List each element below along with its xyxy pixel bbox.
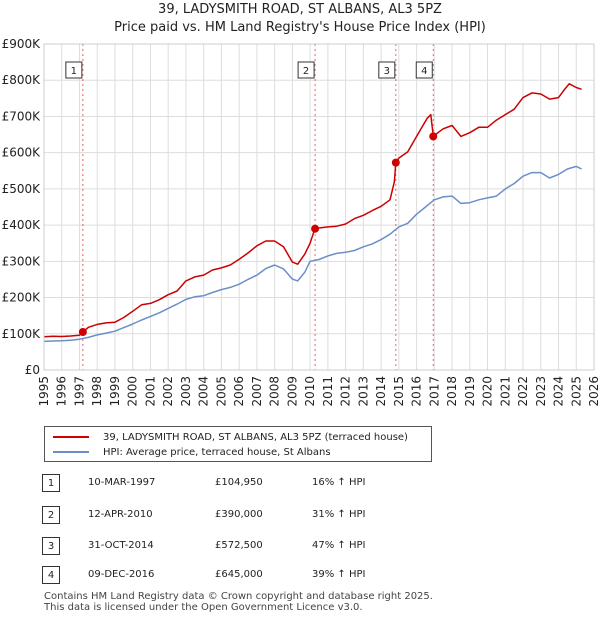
sale-price: £645,000 (215, 569, 263, 580)
x-tick-label: 2010 (303, 376, 317, 407)
y-tick-label: £700K (2, 109, 42, 123)
footer-line-licence: This data is licensed under the Open Gov… (44, 602, 363, 613)
plot-area-border (43, 43, 595, 371)
y-tick-label: £100K (2, 327, 42, 341)
x-tick-label: 1999 (108, 376, 122, 407)
legend-swatch-hpi (53, 451, 89, 453)
x-tick-label: 2026 (587, 376, 600, 407)
sale-price: £390,000 (215, 509, 263, 520)
y-tick-label: £300K (2, 254, 42, 268)
price-chart: 39, LADYSMITH ROAD, ST ALBANS, AL3 5PZ P… (2, 2, 600, 407)
x-tick-label: 2008 (268, 376, 282, 407)
y-tick-label: £900K (2, 37, 42, 51)
sale-hpi-change: 39% ↑ HPI (312, 569, 366, 580)
y-tick-label: £200K (2, 291, 42, 305)
x-tick-label: 2013 (356, 376, 370, 407)
sale-number-badge: 1 (42, 474, 60, 492)
x-tick-label: 2019 (463, 376, 477, 407)
x-tick-label: 2022 (516, 376, 530, 407)
x-tick-label: 2004 (197, 376, 211, 407)
sale-marker-label: 2 (303, 66, 309, 77)
chart-title: 39, LADYSMITH ROAD, ST ALBANS, AL3 5PZ (158, 2, 442, 17)
x-tick-label: 2016 (410, 376, 424, 407)
x-tick-label: 2018 (445, 376, 459, 407)
sale-point (429, 132, 438, 141)
sale-marker-box (378, 61, 396, 79)
sale-marker-label: 1 (71, 66, 77, 77)
x-tick-label: 2017 (427, 376, 441, 407)
x-tick-label: 2005 (214, 376, 228, 407)
x-tick-label: 2003 (179, 376, 193, 407)
legend-label-property: 39, LADYSMITH ROAD, ST ALBANS, AL3 5PZ (… (103, 431, 408, 443)
sale-row: 1 10-MAR-1997 £104,950 16% ↑ HPI (40, 474, 560, 494)
sale-point (391, 158, 400, 167)
legend-label-hpi: HPI: Average price, terraced house, St A… (103, 446, 331, 458)
sale-date: 10-MAR-1997 (88, 477, 156, 488)
footer-line-copyright: Contains HM Land Registry data © Crown c… (44, 591, 433, 602)
legend-swatch-property (53, 436, 89, 438)
hpi-line (43, 165, 582, 343)
sale-date: 09-DEC-2016 (88, 569, 155, 580)
x-tick-label: 2015 (392, 376, 406, 407)
x-tick-label: 2000 (126, 376, 140, 407)
y-tick-label: £0 (25, 363, 40, 377)
x-tick-label: 1997 (72, 376, 86, 407)
chart-subtitle: Price paid vs. HM Land Registry's House … (114, 20, 486, 35)
sale-marker-box (65, 61, 83, 79)
sale-marker-box (297, 61, 315, 79)
y-tick-label: £400K (2, 218, 42, 232)
x-tick-label: 2020 (481, 376, 495, 407)
x-tick-label: 1998 (90, 376, 104, 407)
x-tick-label: 2007 (250, 376, 264, 407)
chart-legend: 39, LADYSMITH ROAD, ST ALBANS, AL3 5PZ (… (44, 426, 432, 462)
sale-number-badge: 3 (42, 537, 60, 555)
sale-number-badge: 4 (42, 566, 60, 584)
sale-marker-box (415, 61, 433, 79)
sale-price: £572,500 (215, 540, 263, 551)
x-tick-label: 1996 (55, 376, 69, 407)
sale-row: 4 09-DEC-2016 £645,000 39% ↑ HPI (40, 566, 560, 586)
y-tick-label: £800K (2, 73, 42, 87)
legend-item-property: 39, LADYSMITH ROAD, ST ALBANS, AL3 5PZ (… (53, 429, 408, 445)
sale-point (78, 327, 87, 336)
sale-price: £104,950 (215, 477, 263, 488)
x-tick-label: 2025 (569, 376, 583, 407)
x-tick-label: 2011 (321, 376, 335, 407)
x-tick-label: 2001 (143, 376, 157, 407)
sale-date: 31-OCT-2014 (88, 540, 154, 551)
property-price-line (43, 83, 582, 338)
x-tick-label: 2024 (552, 376, 566, 407)
sale-point (311, 224, 320, 233)
legend-item-hpi: HPI: Average price, terraced house, St A… (53, 444, 331, 460)
sale-marker-label: 3 (384, 66, 390, 77)
sale-number-badge: 2 (42, 506, 60, 524)
x-tick-label: 2014 (374, 376, 388, 407)
x-tick-label: 2006 (232, 376, 246, 407)
sale-date: 12-APR-2010 (88, 509, 153, 520)
sale-row: 3 31-OCT-2014 £572,500 47% ↑ HPI (40, 537, 560, 557)
y-tick-label: £600K (2, 146, 42, 160)
x-tick-label: 2021 (498, 376, 512, 407)
sale-row: 2 12-APR-2010 £390,000 31% ↑ HPI (40, 506, 560, 526)
x-tick-label: 2002 (161, 376, 175, 407)
y-tick-label: £500K (2, 182, 42, 196)
x-tick-label: 2012 (339, 376, 353, 407)
footer-attribution: Contains HM Land Registry data © Crown c… (44, 591, 433, 613)
sale-hpi-change: 31% ↑ HPI (312, 509, 366, 520)
x-tick-label: 1995 (37, 376, 51, 407)
sale-hpi-change: 16% ↑ HPI (312, 477, 366, 488)
x-tick-label: 2009 (285, 376, 299, 407)
sale-hpi-change: 47% ↑ HPI (312, 540, 366, 551)
sale-marker-label: 4 (421, 66, 427, 77)
x-tick-label: 2023 (534, 376, 548, 407)
